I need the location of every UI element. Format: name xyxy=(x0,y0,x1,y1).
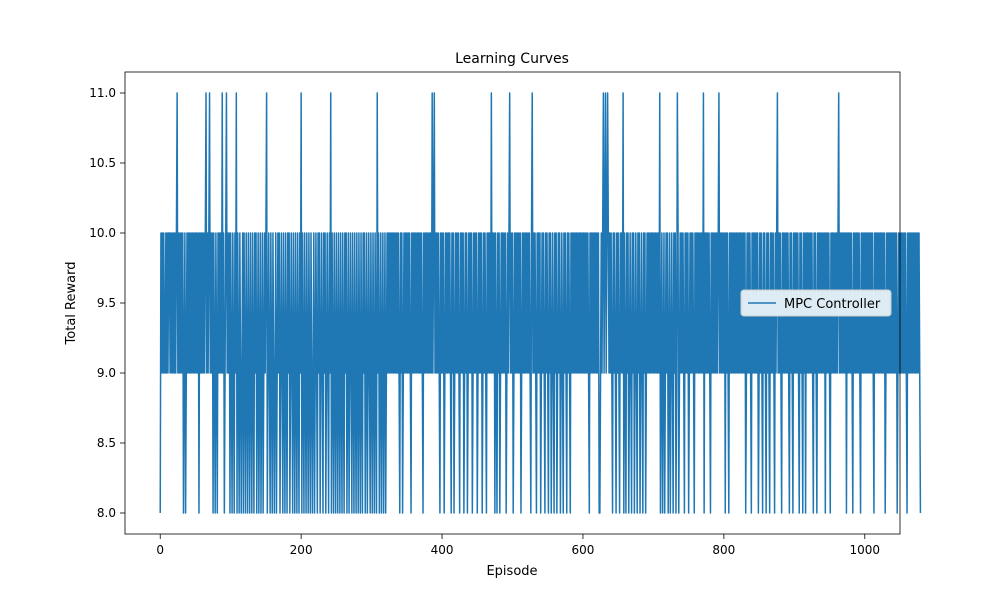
y-tick-label: 9.0 xyxy=(97,366,116,380)
legend-label: MPC Controller xyxy=(784,297,881,312)
x-tick-label: 0 xyxy=(156,543,164,557)
legend-box xyxy=(740,289,892,317)
y-tick-label: 10.0 xyxy=(89,226,116,240)
x-axis-label: Episode xyxy=(486,564,537,579)
legend: MPC Controller xyxy=(740,289,892,317)
y-axis: 8.0 8.5 9.0 9.5 10.0 10.5 11.0 xyxy=(89,86,125,520)
y-tick-label: 9.5 xyxy=(97,296,116,310)
y-axis-label: Total Reward xyxy=(64,262,79,346)
y-tick-label: 8.0 xyxy=(97,506,116,520)
y-tick-label: 10.5 xyxy=(89,156,116,170)
x-axis: 0 200 400 600 800 1000 xyxy=(156,534,880,557)
x-tick-label: 1000 xyxy=(849,543,880,557)
series-line-mpc-controller xyxy=(159,92,922,514)
series-layer xyxy=(159,92,922,514)
chart-title: Learning Curves xyxy=(455,51,569,67)
x-tick-label: 400 xyxy=(431,543,454,557)
y-tick-label: 11.0 xyxy=(89,86,116,100)
y-tick-label: 8.5 xyxy=(97,436,116,450)
x-tick-label: 200 xyxy=(290,543,313,557)
x-tick-label: 800 xyxy=(712,543,735,557)
x-tick-label: 600 xyxy=(572,543,595,557)
